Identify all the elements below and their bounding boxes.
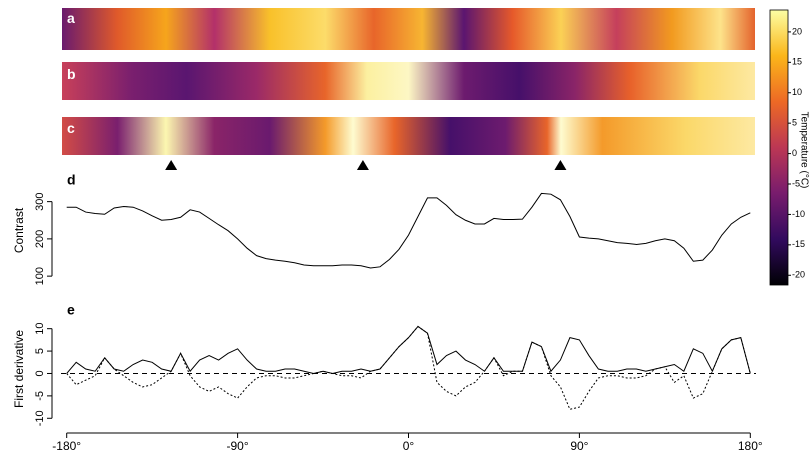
colorbar-tick-label: -20: [792, 270, 805, 280]
panel-label: e: [67, 302, 75, 318]
marker-triangle: [165, 160, 178, 170]
y-tick-label: 10: [34, 323, 46, 335]
colorbar-tick-label: 10: [792, 87, 802, 97]
panel-label: c: [67, 120, 75, 136]
data-line: [66, 325, 751, 410]
colorbar-title: Temperature (°C): [798, 112, 809, 189]
data-line: [66, 325, 751, 374]
colorbar-tick-label: -10: [792, 209, 805, 219]
y-axis-title: First derivative: [12, 330, 26, 408]
x-tick-label: 0°: [403, 439, 415, 453]
data-line: [66, 192, 751, 269]
y-tick-label: -5: [34, 391, 46, 401]
y-tick-label: -10: [34, 410, 46, 426]
y-tick-label: 200: [34, 230, 46, 248]
colorbar-tick-label: 15: [792, 57, 802, 67]
y-tick-label: 300: [34, 192, 46, 210]
colorbar-tick-label: -15: [792, 239, 805, 249]
panel-label: b: [67, 66, 76, 82]
y-tick-label: 100: [34, 267, 46, 285]
y-tick-label: 5: [34, 348, 46, 354]
colorbar-tick-label: 5: [792, 118, 797, 128]
panel-label: d: [67, 172, 76, 188]
colorbar-tick-label: 20: [792, 26, 802, 36]
marker-triangle: [356, 160, 369, 170]
thermal-panorama: [62, 62, 755, 100]
thermal-panorama: [62, 117, 755, 155]
x-tick-label: 90°: [570, 439, 588, 453]
y-axis-title: Contrast: [12, 207, 26, 253]
x-tick-label: -180°: [52, 439, 81, 453]
x-tick-label: -90°: [227, 439, 249, 453]
thermal-panorama: [62, 8, 755, 50]
colorbar-tick-label: 0: [792, 148, 797, 158]
colorbar: [769, 9, 789, 286]
x-tick-label: 180°: [738, 439, 763, 453]
panel-label: a: [67, 10, 75, 26]
y-tick-label: 0: [34, 370, 46, 376]
colorbar-tick-label: -5: [792, 178, 800, 188]
marker-triangle: [554, 160, 567, 170]
